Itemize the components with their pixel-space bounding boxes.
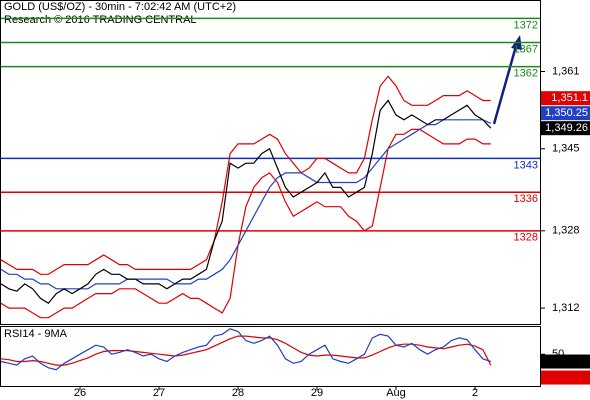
x-tick-label: 28: [232, 387, 244, 399]
price-tag-label: 1,349.26: [545, 122, 588, 134]
y-tick-label: 1,328: [552, 225, 580, 237]
forecast-arrow: [492, 45, 518, 125]
price-tag: [541, 121, 590, 136]
main-panel: [0, 0, 541, 325]
price-tag-label: 1,351.1: [551, 92, 588, 104]
rsi-panel: [0, 326, 541, 387]
chart-subtitle: Research © 2016 TRADING CENTRAL: [4, 14, 197, 26]
series-line: [0, 328, 491, 371]
level-label: 1372: [514, 19, 538, 31]
x-tick-label: 29: [311, 387, 323, 399]
x-tick-label: Aug: [386, 387, 406, 399]
series-line: [0, 128, 491, 319]
chart-title: GOLD (US$/OZ) - 30min - 7:02:42 AM (UTC+…: [4, 1, 236, 13]
level-label: 1336: [514, 193, 538, 205]
level-label: 1367: [514, 43, 538, 55]
y-tick-label: 1,312: [552, 302, 580, 314]
x-tick-label: 27: [153, 387, 165, 399]
x-tick-label: 2: [472, 387, 478, 399]
level-label: 1343: [514, 159, 538, 171]
series-line: [0, 99, 492, 304]
series-line: [0, 119, 492, 290]
rsi-title: RSI14 - 9MA: [4, 328, 68, 340]
x-tick-label: 26: [74, 387, 86, 399]
price-tag: [541, 370, 590, 385]
level-label: 1328: [514, 232, 538, 244]
y-tick-label: 1,361: [552, 65, 580, 77]
price-tag-label: 1,350.25: [545, 107, 588, 119]
series-line: [0, 75, 491, 275]
level-label: 1362: [514, 68, 538, 80]
price-tag: [541, 354, 590, 369]
price-tag: [541, 91, 590, 106]
price-tag: [541, 106, 590, 121]
y-tick-label: 1,345: [552, 143, 580, 155]
